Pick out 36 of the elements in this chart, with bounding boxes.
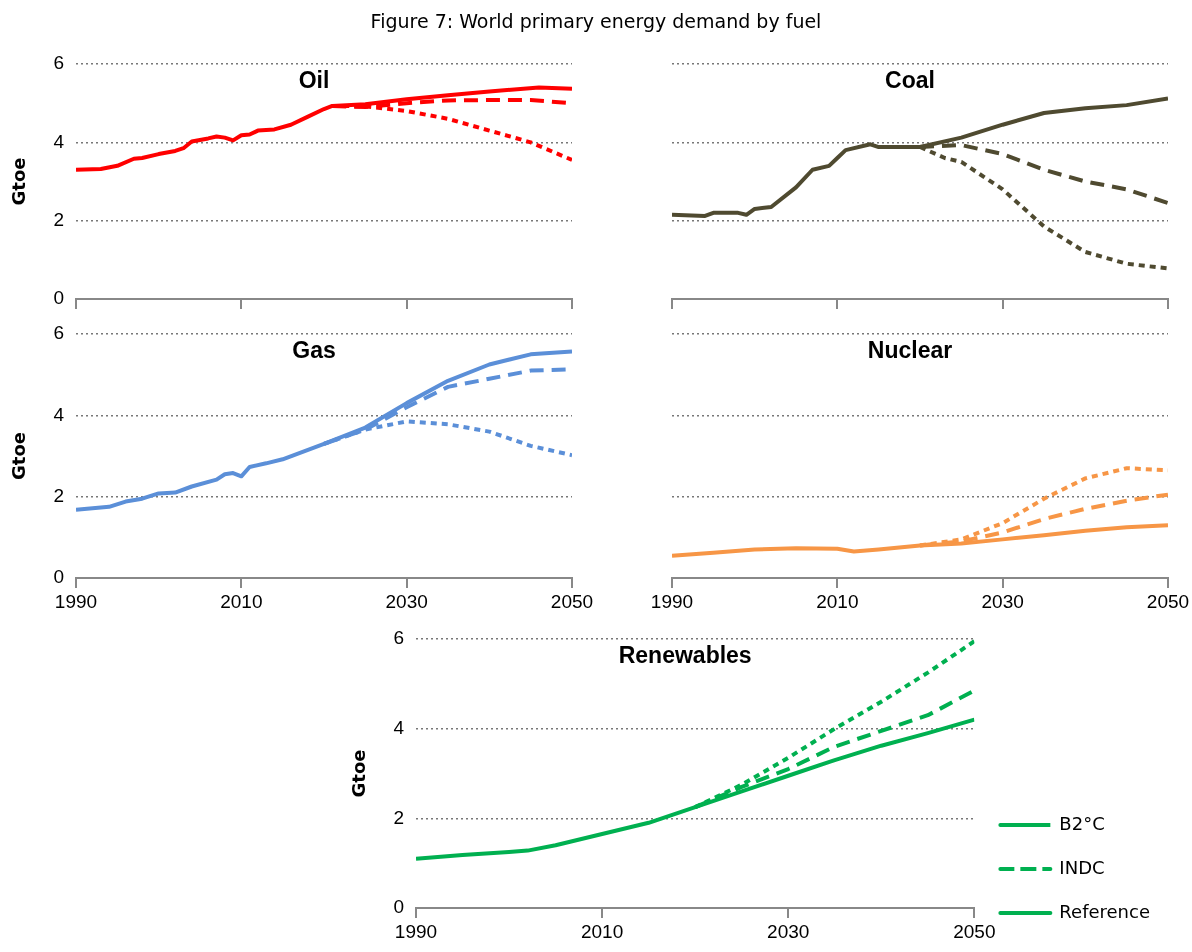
- x-tick-label: 2050: [550, 590, 594, 612]
- legend-label: INDC: [1059, 856, 1105, 878]
- x-tick-label: 2050: [1146, 590, 1190, 612]
- legend-label: B2°C: [1059, 812, 1105, 834]
- y-tick-label: 4: [53, 130, 65, 152]
- x-tick-label: 1990: [394, 920, 438, 942]
- chart-title: Renewables: [618, 641, 752, 668]
- x-tick-label: 1990: [650, 590, 694, 612]
- legend-label: Reference: [1059, 900, 1151, 922]
- y-tick-label: 0: [53, 287, 64, 309]
- y-tick-label: 6: [53, 322, 64, 344]
- y-tick-label: 6: [53, 52, 64, 74]
- y-tick-label: 2: [53, 484, 64, 506]
- y-axis-title: Gtoe: [8, 432, 30, 480]
- y-tick-label: 4: [393, 716, 405, 738]
- x-tick-label: 1990: [54, 590, 98, 612]
- chart-title: Gas: [292, 336, 336, 363]
- x-tick-label: 2030: [981, 590, 1024, 612]
- x-tick-label: 2010: [816, 590, 859, 612]
- caption: Figure 7: World primary energy demand by fuel: [369, 10, 823, 32]
- x-tick-label: 2010: [580, 920, 624, 942]
- y-tick-label: 0: [53, 566, 64, 588]
- y-axis-title: Gtoe: [8, 157, 30, 206]
- x-tick-label: 2030: [385, 590, 428, 612]
- y-tick-label: 6: [393, 627, 404, 649]
- y-tick-label: 2: [393, 806, 404, 828]
- chart-title: Coal: [885, 66, 935, 93]
- chart-title: Nuclear: [867, 336, 953, 363]
- x-tick-label: 2030: [767, 920, 810, 942]
- y-tick-label: 0: [393, 896, 404, 918]
- y-axis-title: Gtoe: [348, 749, 370, 798]
- y-tick-label: 4: [53, 403, 65, 425]
- x-tick-label: 2050: [953, 920, 996, 942]
- chart-title: Oil: [298, 66, 330, 93]
- x-tick-label: 2010: [220, 590, 263, 612]
- y-tick-label: 2: [53, 208, 64, 230]
